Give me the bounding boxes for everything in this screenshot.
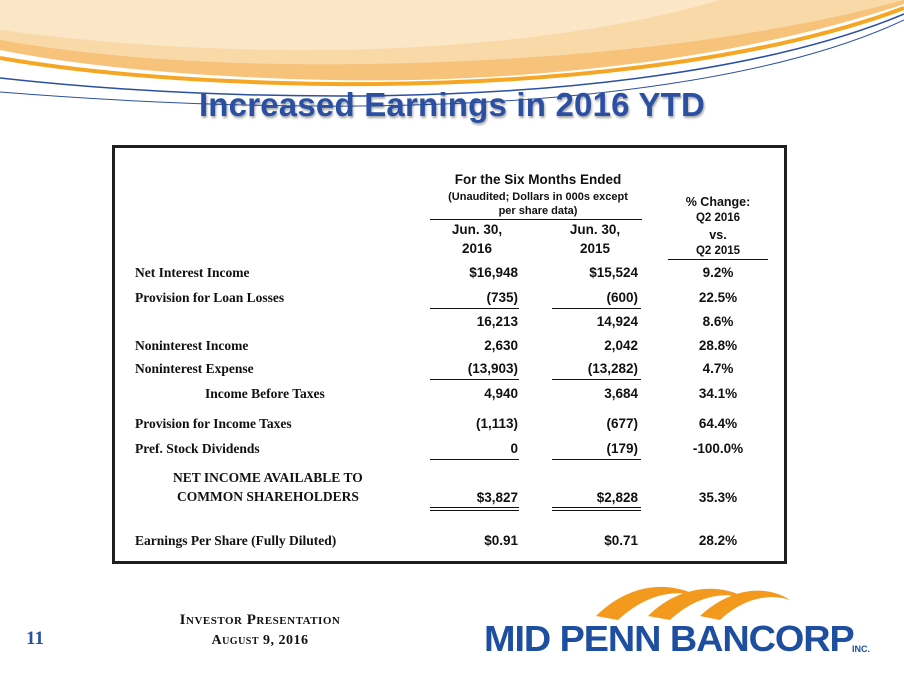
footer-date: August 9, 2016 [211, 633, 309, 648]
subtotal-underline-2016 [430, 459, 519, 460]
subtotal-underline-2015 [552, 459, 641, 460]
unaudited-note-line2: per share data) [498, 205, 578, 217]
value-2016: (1,113) [475, 416, 518, 431]
pct-change: 28.2% [698, 533, 738, 548]
value-2016: (735) [486, 290, 518, 305]
col-2016-line1: Jun. 30, [451, 222, 503, 237]
value-2016: 16,213 [476, 314, 518, 329]
value-2015: $15,524 [589, 265, 638, 280]
footer-title: Investor Presentation [179, 612, 341, 628]
row-label: Provision for Income Taxes [135, 416, 292, 431]
pct-change: 64.4% [698, 416, 738, 431]
pct-change: -100.0% [692, 441, 744, 456]
total-double-underline-2015 [552, 510, 641, 511]
value-2016: 0 [510, 441, 518, 456]
col-2015-line1: Jun. 30, [569, 222, 621, 237]
value-2016: (13,903) [467, 361, 518, 376]
row-label: Net Interest Income [135, 265, 250, 280]
pct-change: 22.5% [698, 290, 738, 305]
value-2016: 4,940 [484, 386, 518, 401]
col-2016-line2: 2016 [461, 241, 493, 256]
value-2015: $0.71 [604, 533, 638, 548]
subtotal-underline-2015 [552, 308, 641, 309]
slide-title: Increased Earnings in 2016 YTD [198, 86, 706, 123]
pct-change: 34.1% [698, 386, 738, 401]
pct-change: 9.2% [702, 265, 734, 280]
value-2016: 2,630 [484, 338, 518, 353]
value-2016: $16,948 [469, 265, 518, 280]
unaudited-note-line1: (Unaudited; Dollars in 000s except [448, 191, 628, 203]
total-double-underline-2015 [552, 507, 641, 508]
value-2015: 2,042 [604, 338, 638, 353]
value-2015: $2,828 [596, 490, 638, 505]
subtotal-underline-2016 [430, 379, 519, 380]
subtotal-underline-2016 [430, 308, 519, 309]
value-2015: (179) [606, 441, 638, 456]
period-header-underline [430, 219, 642, 220]
row-label: Noninterest Expense [135, 361, 254, 376]
value-2015: (677) [606, 416, 638, 431]
subtotal-underline-2015 [552, 379, 641, 380]
col-2015-line2: 2015 [579, 241, 611, 256]
pct-change-line4: Q2 2015 [695, 245, 741, 257]
value-2015: (600) [606, 290, 638, 305]
pct-change-line2: Q2 2016 [695, 212, 741, 224]
period-header: For the Six Months Ended [454, 172, 622, 187]
pct-header-underline [668, 259, 768, 260]
header-swoosh [0, 0, 904, 107]
value-2015: (13,282) [587, 361, 638, 376]
pct-change: 35.3% [698, 490, 738, 505]
total-double-underline-2016 [430, 507, 519, 508]
pct-change-line3: vs. [709, 228, 727, 242]
value-2015: 14,924 [596, 314, 638, 329]
company-logo: MID PENN BANCORP [484, 618, 855, 659]
pct-change-line1: % Change: [685, 195, 751, 209]
company-logo-suffix: INC. [852, 644, 870, 654]
value-2016: $0.91 [484, 533, 518, 548]
value-2015: 3,684 [604, 386, 638, 401]
company-logo-swoosh-icon [596, 586, 790, 620]
pct-change: 4.7% [702, 361, 734, 376]
earnings-table: For the Six Months Ended (Unaudited; Dol… [112, 145, 787, 564]
row-label: Provision for Loan Losses [135, 290, 285, 305]
row-label: Noninterest Income [135, 338, 249, 353]
row-label: Income Before Taxes [205, 386, 325, 401]
pct-change: 28.8% [698, 338, 738, 353]
value-2016: $3,827 [476, 490, 518, 505]
total-double-underline-2016 [430, 510, 519, 511]
footer-presentation: Investor Presentation August 9, 2016 [150, 612, 370, 649]
net-income-label-line2: COMMON SHAREHOLDERS [177, 489, 359, 504]
page-number: 11 [26, 628, 44, 649]
row-label: Pref. Stock Dividends [135, 441, 260, 456]
pct-change: 8.6% [702, 314, 734, 329]
row-label: Earnings Per Share (Fully Diluted) [135, 533, 337, 548]
net-income-label-line1: NET INCOME AVAILABLE TO [173, 470, 363, 485]
